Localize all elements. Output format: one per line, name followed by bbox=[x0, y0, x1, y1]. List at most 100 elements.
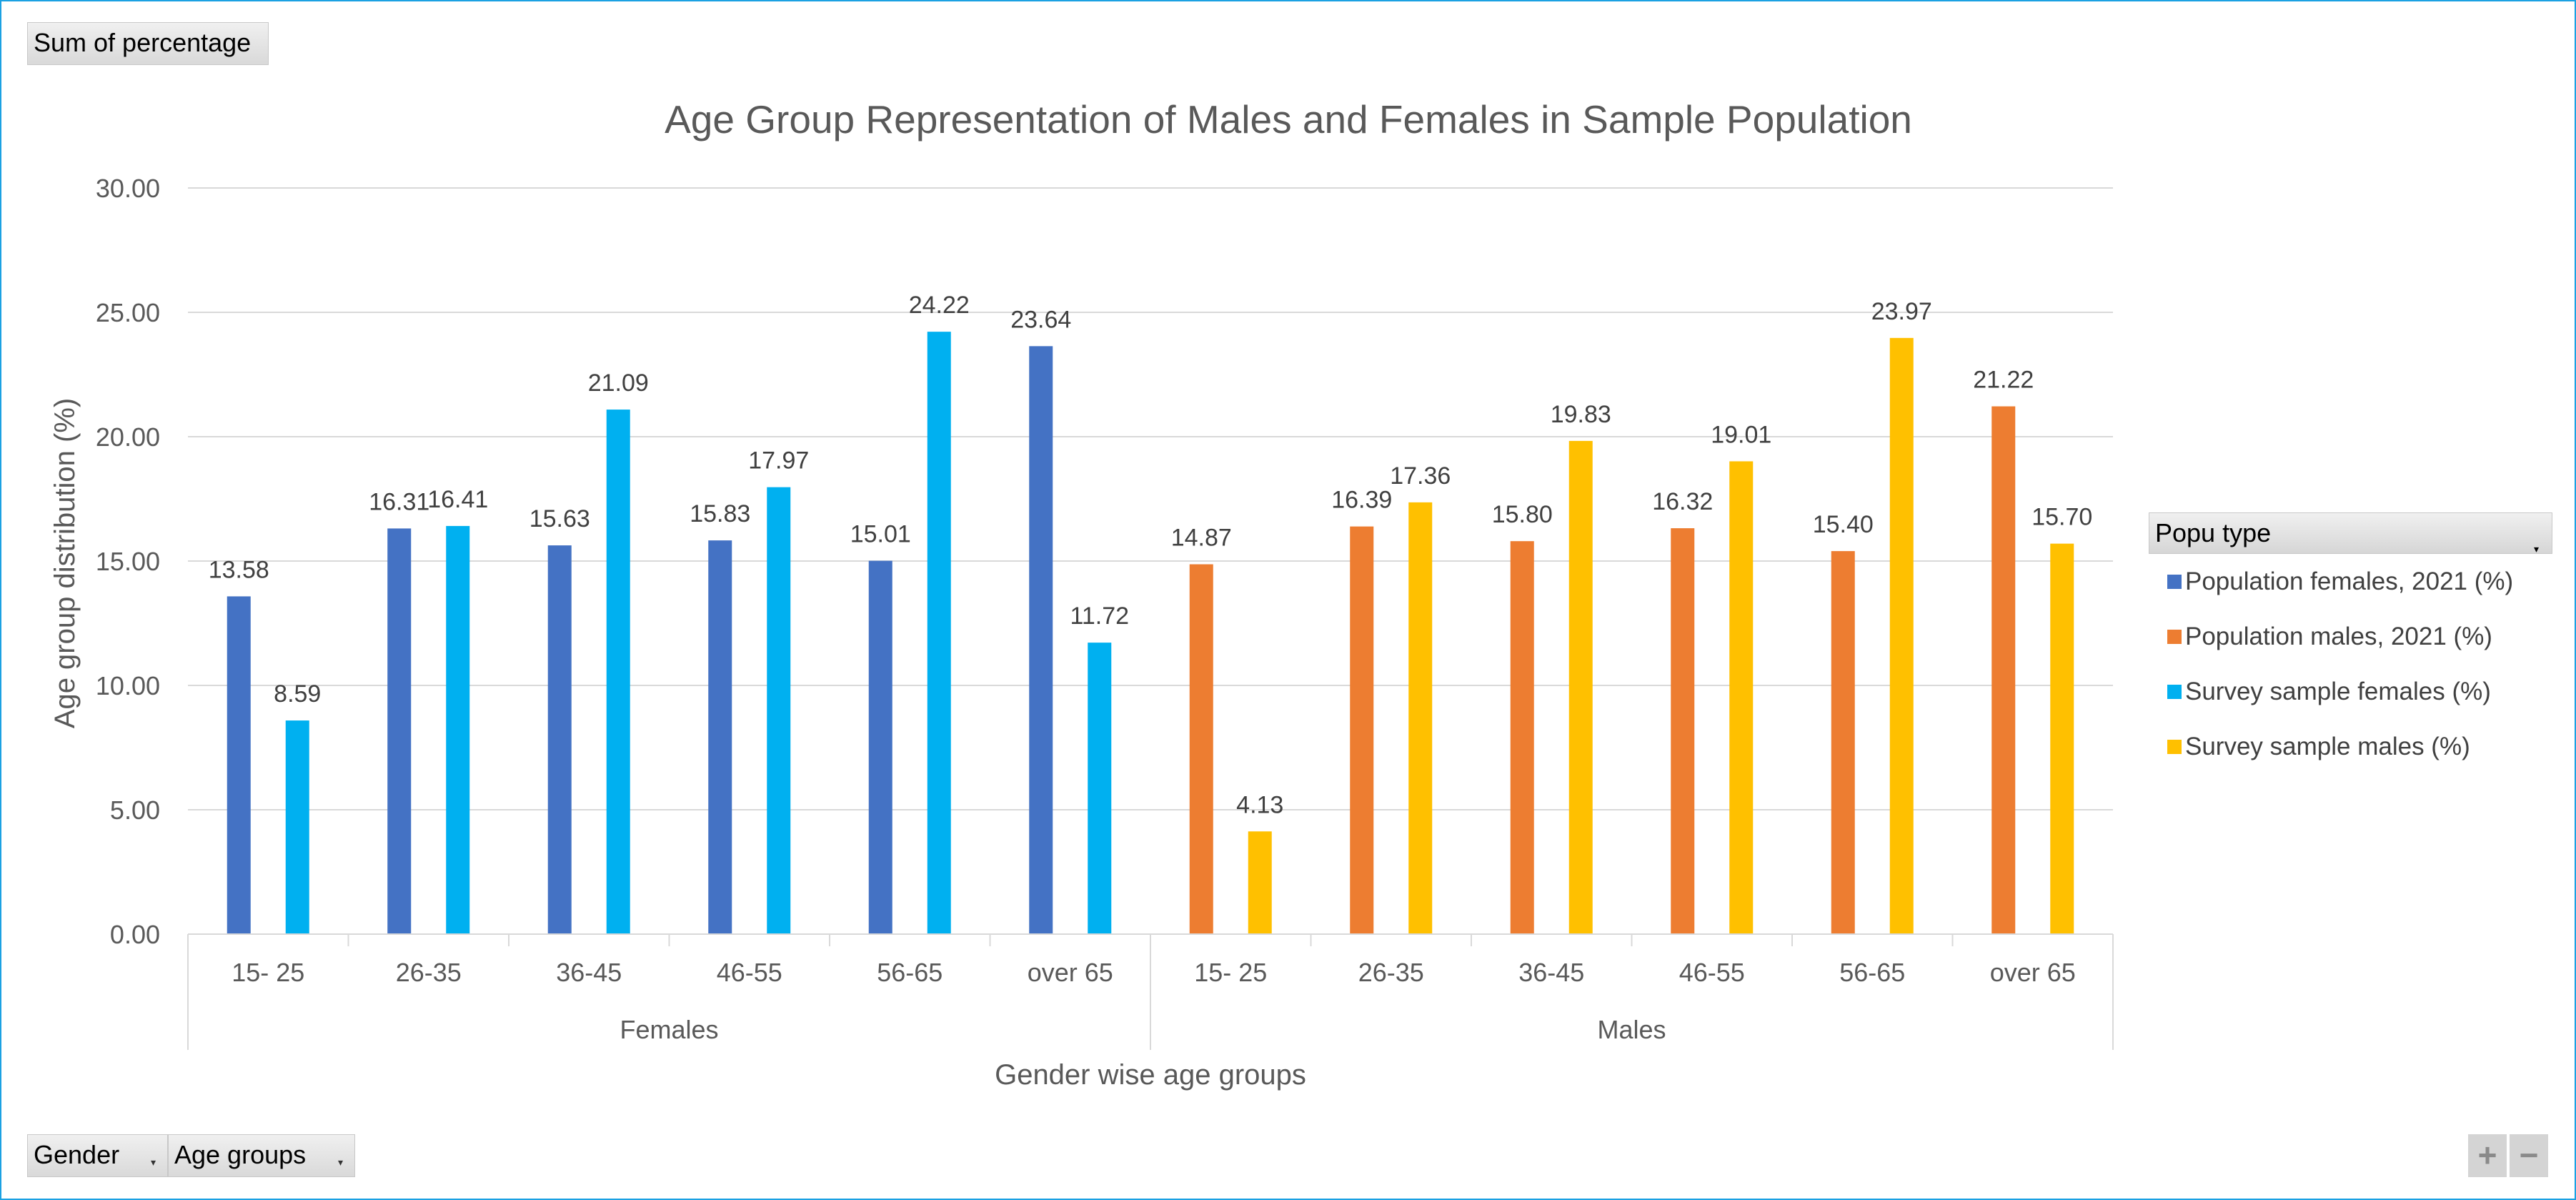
dropdown-arrow-icon: ▾ bbox=[337, 1156, 343, 1168]
legend-swatch bbox=[2167, 630, 2182, 644]
data-label: 15.70 bbox=[2032, 504, 2092, 531]
x-group-label: Females bbox=[620, 1015, 718, 1044]
legend-item-survey-males[interactable]: Survey sample males (%) bbox=[2149, 719, 2552, 774]
legend-label: Survey sample females (%) bbox=[2185, 678, 2491, 705]
bar bbox=[1510, 541, 1534, 934]
y-axis: 0.00 5.00 10.00 15.00 20.00 25.00 30.00 bbox=[96, 174, 160, 949]
bar bbox=[227, 596, 251, 934]
popu-type-filter-button[interactable]: Popu type ▾ bbox=[2149, 512, 2552, 555]
data-label: 19.83 bbox=[1551, 401, 1611, 428]
y-axis-title: Age group distribution (%) bbox=[49, 398, 81, 728]
dropdown-arrow-icon: ▾ bbox=[2533, 543, 2539, 555]
data-label: 23.64 bbox=[1010, 306, 1071, 333]
bar bbox=[547, 545, 572, 934]
data-label: 17.36 bbox=[1390, 462, 1451, 490]
bar bbox=[1991, 406, 2016, 934]
legend-item-survey-females[interactable]: Survey sample females (%) bbox=[2149, 664, 2552, 719]
y-tick-label: 25.00 bbox=[96, 298, 160, 327]
legend-title-label: Popu type bbox=[2155, 518, 2272, 547]
legend-swatch bbox=[2167, 685, 2182, 699]
data-label: 8.59 bbox=[274, 680, 321, 708]
x-tick-label: 15- 25 bbox=[1194, 958, 1267, 987]
legend-label: Population females, 2021 (%) bbox=[2185, 567, 2514, 595]
legend-swatch bbox=[2167, 575, 2182, 589]
bar bbox=[387, 528, 412, 934]
bar bbox=[1408, 502, 1433, 934]
age-groups-field-label: Age groups bbox=[174, 1140, 307, 1169]
bar bbox=[767, 487, 791, 934]
bar bbox=[1088, 643, 1112, 934]
data-label: 4.13 bbox=[1236, 791, 1283, 818]
legend-item-population-males[interactable]: Population males, 2021 (%) bbox=[2149, 609, 2552, 664]
x-tick-label: 26-35 bbox=[1358, 958, 1424, 987]
bar bbox=[446, 525, 470, 934]
legend: Popu type ▾ Population females, 2021 (%)… bbox=[2149, 512, 2552, 774]
age-groups-field-button[interactable]: Age groups ▾ bbox=[168, 1134, 355, 1177]
data-label: 13.58 bbox=[209, 556, 269, 583]
data-label: 15.01 bbox=[850, 521, 911, 548]
sum-of-percentage-field-button[interactable]: Sum of percentage bbox=[27, 22, 269, 65]
gender-field-button[interactable]: Gender ▾ bbox=[27, 1134, 168, 1177]
bar bbox=[1029, 346, 1053, 934]
data-label: 24.22 bbox=[909, 292, 970, 319]
x-tick-label: 46-55 bbox=[717, 958, 782, 987]
bar bbox=[2050, 543, 2074, 934]
y-tick-label: 5.00 bbox=[110, 795, 160, 825]
x-tick-label: 56-65 bbox=[1839, 958, 1905, 987]
x-axis-title: Gender wise age groups bbox=[995, 1059, 1306, 1091]
bar bbox=[1671, 528, 1695, 934]
data-label: 16.32 bbox=[1652, 488, 1713, 515]
data-label: 15.80 bbox=[1492, 501, 1553, 528]
x-tick-label: 15- 25 bbox=[232, 958, 304, 987]
x-tick-label: over 65 bbox=[1990, 958, 2076, 987]
x-tick-label: 46-55 bbox=[1679, 958, 1745, 987]
zoom-controls: + − bbox=[2468, 1134, 2548, 1177]
x-tick-label: over 65 bbox=[1028, 958, 1113, 987]
bar bbox=[1889, 337, 1914, 934]
data-label: 17.97 bbox=[748, 447, 809, 475]
bar bbox=[285, 720, 309, 934]
data-label: 15.83 bbox=[690, 500, 750, 527]
data-label: 14.87 bbox=[1171, 525, 1232, 552]
bar bbox=[1189, 564, 1213, 934]
data-label: 16.31 bbox=[369, 488, 429, 515]
bar bbox=[1729, 461, 1754, 934]
x-tick-label: 36-45 bbox=[556, 958, 622, 987]
data-label: 23.97 bbox=[1871, 298, 1932, 325]
chart-title: Age Group Representation of Males and Fe… bbox=[665, 97, 1912, 142]
x-axis: 15- 25 26-35 36-45 46-55 56-65 over 65 Females… bbox=[187, 933, 2114, 1050]
legend-swatch bbox=[2167, 740, 2182, 754]
data-label: 15.40 bbox=[1813, 511, 1874, 538]
y-tick-label: 15.00 bbox=[96, 547, 160, 576]
legend-item-population-females[interactable]: Population females, 2021 (%) bbox=[2149, 554, 2552, 609]
dropdown-arrow-icon: ▾ bbox=[150, 1156, 156, 1168]
bar bbox=[606, 410, 630, 934]
bar bbox=[1568, 440, 1593, 934]
sum-of-percentage-label: Sum of percentage bbox=[34, 28, 252, 57]
gridlines bbox=[188, 187, 2113, 935]
collapse-field-button[interactable]: − bbox=[2510, 1134, 2548, 1177]
y-tick-label: 0.00 bbox=[110, 920, 160, 949]
bar bbox=[868, 560, 892, 934]
data-label: 16.39 bbox=[1331, 487, 1392, 514]
x-group-label: Males bbox=[1597, 1015, 1666, 1044]
y-tick-label: 10.00 bbox=[96, 671, 160, 700]
data-label: 15.63 bbox=[529, 505, 590, 532]
legend-label: Survey sample males (%) bbox=[2185, 733, 2470, 760]
bar bbox=[1350, 526, 1374, 934]
y-tick-label: 30.00 bbox=[96, 174, 160, 203]
bar bbox=[1831, 551, 1855, 934]
data-label: 19.01 bbox=[1711, 421, 1771, 448]
x-tick-label: 36-45 bbox=[1518, 958, 1584, 987]
legend-label: Population males, 2021 (%) bbox=[2185, 623, 2492, 650]
data-label: 11.72 bbox=[1070, 603, 1129, 630]
bar bbox=[927, 332, 951, 934]
gender-field-label: Gender bbox=[34, 1140, 120, 1169]
bars bbox=[227, 332, 2074, 934]
x-tick-label: 56-65 bbox=[877, 958, 943, 987]
data-label: 16.41 bbox=[427, 486, 488, 513]
data-label: 21.09 bbox=[588, 370, 649, 397]
bar bbox=[1248, 831, 1272, 934]
expand-field-button[interactable]: + bbox=[2468, 1134, 2507, 1177]
